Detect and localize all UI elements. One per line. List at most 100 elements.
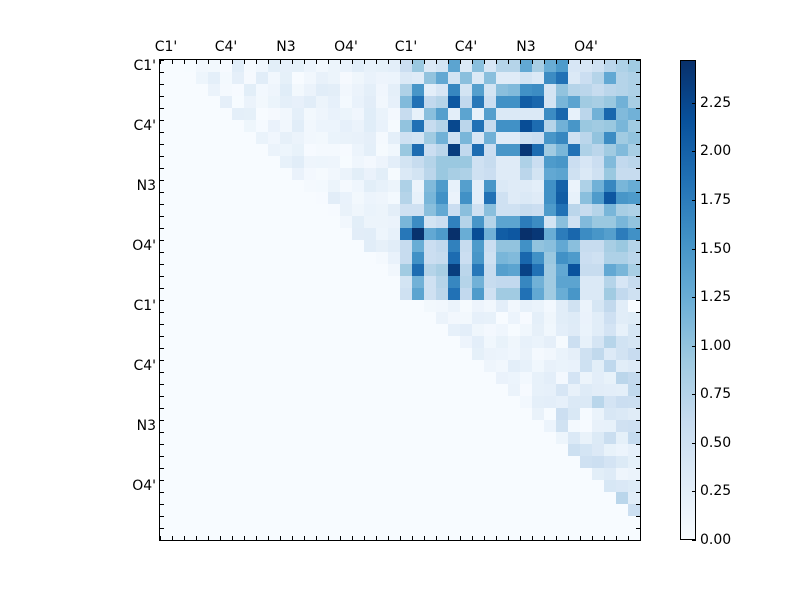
y-tick-label: N3 bbox=[136, 178, 156, 194]
heatmap-cell bbox=[520, 96, 532, 108]
heatmap-cell bbox=[160, 84, 172, 96]
heatmap-cell bbox=[628, 312, 640, 324]
heatmap-cell bbox=[160, 300, 172, 312]
heatmap-cell bbox=[592, 120, 604, 132]
heatmap-cell bbox=[604, 516, 616, 528]
heatmap-cell bbox=[448, 276, 460, 288]
heatmap-cell bbox=[412, 180, 424, 192]
heatmap-cell bbox=[232, 96, 244, 108]
heatmap-cell bbox=[352, 144, 364, 156]
heatmap-cell bbox=[292, 96, 304, 108]
y-tick bbox=[160, 540, 164, 541]
heatmap-cell bbox=[340, 516, 352, 528]
heatmap-cell bbox=[388, 468, 400, 480]
heatmap-cell bbox=[244, 204, 256, 216]
heatmap-cell bbox=[496, 156, 508, 168]
heatmap-cell bbox=[556, 444, 568, 456]
heatmap-cell bbox=[544, 324, 556, 336]
heatmap-cell bbox=[292, 480, 304, 492]
heatmap-cell bbox=[352, 432, 364, 444]
heatmap-cell bbox=[292, 372, 304, 384]
heatmap-cell bbox=[472, 312, 484, 324]
y-tick bbox=[160, 240, 164, 241]
heatmap-cell bbox=[316, 120, 328, 132]
heatmap-cell bbox=[568, 324, 580, 336]
heatmap-cell bbox=[244, 180, 256, 192]
heatmap-cell bbox=[172, 252, 184, 264]
heatmap-cell bbox=[508, 528, 520, 540]
heatmap-cell bbox=[340, 252, 352, 264]
heatmap-cell bbox=[160, 156, 172, 168]
heatmap-cell bbox=[508, 204, 520, 216]
heatmap-cell bbox=[484, 180, 496, 192]
heatmap-cell bbox=[196, 60, 208, 72]
heatmap-cell bbox=[184, 396, 196, 408]
heatmap-cell bbox=[412, 348, 424, 360]
heatmap-cell bbox=[472, 492, 484, 504]
heatmap-cell bbox=[544, 420, 556, 432]
heatmap-cell bbox=[556, 312, 568, 324]
heatmap-cell bbox=[448, 504, 460, 516]
heatmap-cell bbox=[508, 324, 520, 336]
heatmap-cell bbox=[412, 276, 424, 288]
heatmap-cell bbox=[304, 408, 316, 420]
heatmap-cell bbox=[580, 192, 592, 204]
x-tick bbox=[616, 536, 617, 540]
heatmap-cell bbox=[508, 192, 520, 204]
heatmap-cell bbox=[544, 468, 556, 480]
heatmap-cell bbox=[604, 228, 616, 240]
heatmap-cell bbox=[328, 180, 340, 192]
heatmap-cell bbox=[256, 348, 268, 360]
heatmap-cell bbox=[172, 132, 184, 144]
heatmap-cell bbox=[220, 528, 232, 540]
heatmap-cell bbox=[496, 96, 508, 108]
heatmap-cell bbox=[172, 396, 184, 408]
heatmap-cell bbox=[484, 120, 496, 132]
heatmap-cell bbox=[172, 420, 184, 432]
heatmap-cell bbox=[232, 516, 244, 528]
heatmap-cell bbox=[328, 504, 340, 516]
x-tick bbox=[268, 60, 269, 64]
heatmap-cell bbox=[412, 72, 424, 84]
heatmap-cell bbox=[508, 156, 520, 168]
heatmap-cell bbox=[460, 432, 472, 444]
heatmap-cell bbox=[340, 108, 352, 120]
heatmap-cell bbox=[388, 444, 400, 456]
heatmap-cell bbox=[580, 396, 592, 408]
heatmap-cell bbox=[172, 228, 184, 240]
heatmap-cell bbox=[184, 276, 196, 288]
heatmap-cell bbox=[592, 264, 604, 276]
heatmap-cell bbox=[364, 516, 376, 528]
heatmap-cell bbox=[280, 396, 292, 408]
heatmap-cell bbox=[160, 264, 172, 276]
heatmap-cell bbox=[532, 96, 544, 108]
heatmap-cell bbox=[340, 336, 352, 348]
heatmap-cell bbox=[568, 264, 580, 276]
heatmap-cell bbox=[604, 504, 616, 516]
heatmap-cell bbox=[268, 132, 280, 144]
heatmap-cell bbox=[268, 336, 280, 348]
heatmap-cell bbox=[232, 528, 244, 540]
heatmap-cell bbox=[532, 516, 544, 528]
heatmap-cell bbox=[532, 168, 544, 180]
heatmap-cell bbox=[424, 516, 436, 528]
heatmap-cell bbox=[328, 420, 340, 432]
heatmap-cell bbox=[304, 336, 316, 348]
heatmap-cell bbox=[580, 504, 592, 516]
heatmap-cell bbox=[568, 144, 580, 156]
heatmap-cell bbox=[568, 348, 580, 360]
heatmap-cell bbox=[352, 468, 364, 480]
x-tick bbox=[472, 536, 473, 540]
heatmap-cell bbox=[508, 360, 520, 372]
heatmap-cell bbox=[400, 60, 412, 72]
x-tick bbox=[544, 536, 545, 540]
heatmap-cell bbox=[436, 384, 448, 396]
heatmap-cell bbox=[388, 288, 400, 300]
heatmap-cell bbox=[436, 480, 448, 492]
heatmap-cell bbox=[508, 216, 520, 228]
heatmap-cell bbox=[376, 192, 388, 204]
y-tick bbox=[160, 132, 164, 133]
heatmap-cell bbox=[592, 468, 604, 480]
heatmap-cell bbox=[496, 108, 508, 120]
y-tick bbox=[636, 312, 640, 313]
